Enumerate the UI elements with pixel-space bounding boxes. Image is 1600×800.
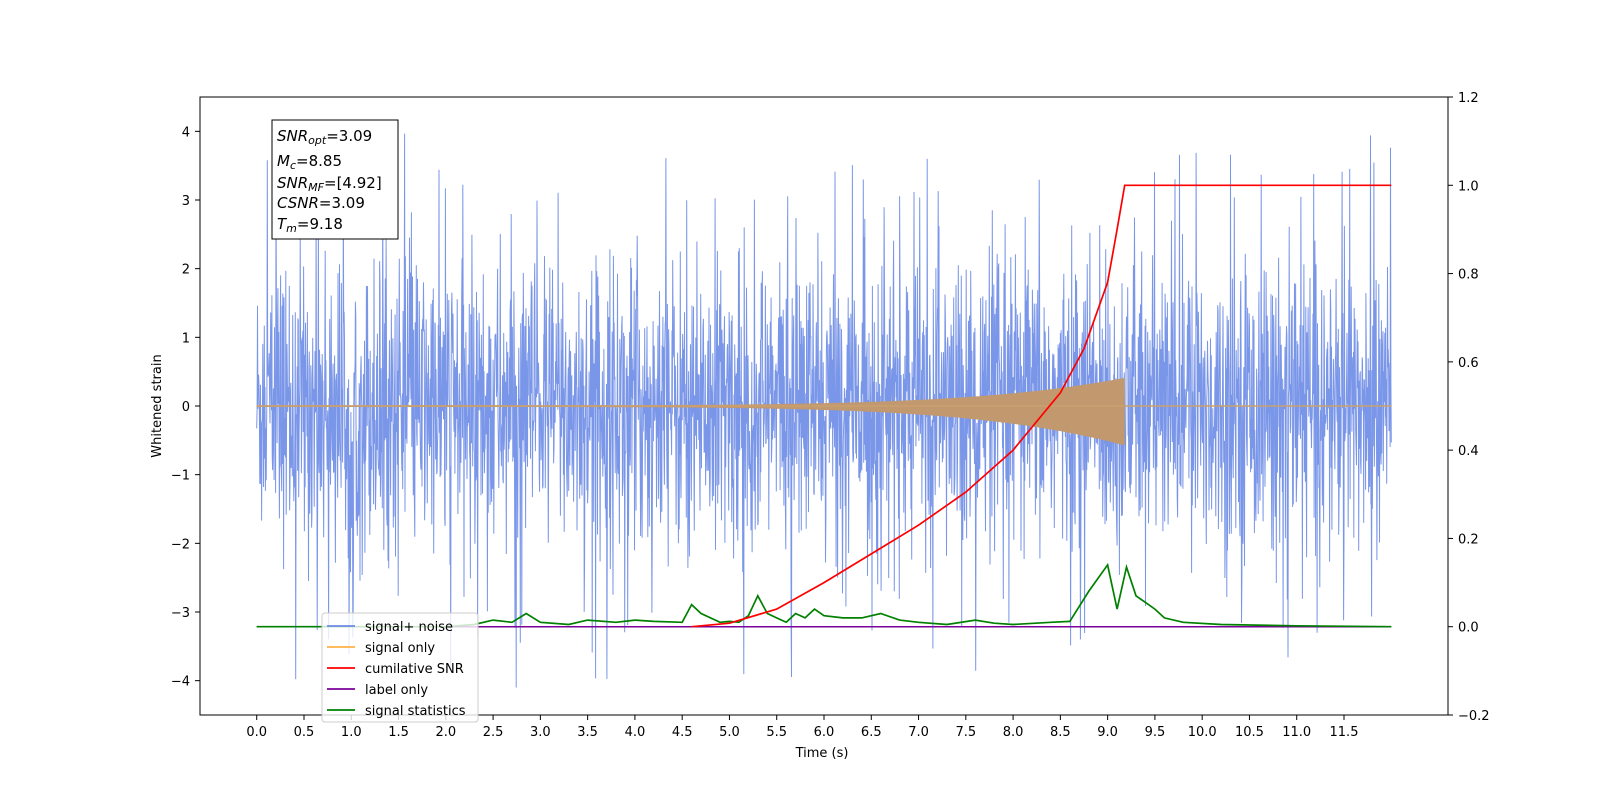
y2-tick-label: −0.2	[1458, 709, 1490, 724]
x-tick-label: 6.5	[861, 725, 882, 740]
x-tick-label: 4.5	[672, 725, 693, 740]
legend-entry: cumilative SNR	[365, 662, 464, 677]
x-tick-label: 2.5	[483, 725, 504, 740]
y2-tick-label: 0.6	[1458, 356, 1479, 371]
y-axis-label: Whitened strain	[150, 354, 165, 457]
y-tick-label: 2	[182, 263, 190, 278]
x-tick-label: 7.5	[955, 725, 976, 740]
y-axis-right: 1.2 1.0 0.8 0.6 0.4 0.2 0.0 −0.2	[1448, 91, 1490, 724]
annotation-snr-opt: SNRopt=3.09	[277, 127, 372, 147]
signal-statistics-line	[256, 562, 1392, 628]
signal-only-series	[256, 377, 1392, 446]
x-tick-label: 1.5	[388, 725, 409, 740]
x-tick-label: 8.5	[1050, 725, 1071, 740]
x-tick-label: 7.0	[908, 725, 929, 740]
cumulative-snr-series	[691, 184, 1392, 628]
x-tick-label: 8.0	[1003, 725, 1024, 740]
x-tick-label: 5.0	[719, 725, 740, 740]
signal-only-envelope	[256, 377, 1125, 446]
y2-tick-label: 0.0	[1458, 621, 1479, 636]
x-tick-label: 1.0	[341, 725, 362, 740]
x-tick-label: 6.0	[814, 725, 835, 740]
x-tick-label: 9.0	[1097, 725, 1118, 740]
x-tick-label: 2.0	[435, 725, 456, 740]
x-tick-label: 3.5	[577, 725, 598, 740]
x-tick-label: 5.5	[766, 725, 787, 740]
legend: signal+ noise signal only cumilative SNR la…	[321, 612, 479, 723]
legend-entry: signal only	[365, 641, 435, 656]
y2-tick-label: 1.0	[1458, 179, 1479, 194]
y-tick-label: 3	[182, 194, 190, 209]
y2-tick-label: 0.4	[1458, 444, 1479, 459]
annotation-mc: Mc=8.85	[277, 152, 342, 172]
x-tick-label: 11.0	[1282, 725, 1311, 740]
annotation-box: SNRopt=3.09 Mc=8.85 SNRMF=[4.92] CSNR=3.…	[271, 119, 399, 240]
legend-entry: signal statistics	[365, 704, 466, 719]
x-tick-label: 0.5	[294, 725, 315, 740]
signal-plus-noise-series	[256, 133, 1392, 688]
annotation-csnr: CSNR=3.09	[277, 194, 365, 212]
y2-tick-label: 0.8	[1458, 268, 1479, 283]
annotation-tm: Tm=9.18	[277, 215, 343, 235]
y-tick-label: −2	[171, 537, 190, 552]
x-axis-label: Time (s)	[795, 746, 849, 761]
y-tick-label: −3	[171, 606, 190, 621]
x-tick-label: 9.5	[1145, 725, 1166, 740]
y-axis-left: 4 3 2 1 0 −1 −2 −3 −4	[171, 125, 200, 690]
y2-tick-label: 1.2	[1458, 91, 1479, 106]
legend-entry: label only	[365, 683, 428, 698]
x-tick-label: 4.0	[625, 725, 646, 740]
legend-entry: signal+ noise	[365, 620, 453, 635]
x-tick-label: 10.5	[1235, 725, 1264, 740]
x-axis: 0.0 0.5 1.0 1.5 2.0 2.5 3.0 3.5 4.0 4.5 5.0 5.5 6.0 6…	[246, 715, 1358, 740]
y-tick-label: −4	[171, 675, 190, 690]
y-tick-label: −1	[171, 469, 190, 484]
y-tick-label: 1	[182, 331, 190, 346]
x-tick-label: 0.0	[246, 725, 267, 740]
x-tick-label: 11.5	[1330, 725, 1359, 740]
signal-plus-noise-line	[256, 133, 1392, 688]
signal-statistics-series	[256, 562, 1392, 628]
annotation-snr-mf: SNRMF=[4.92]	[277, 174, 382, 194]
y-tick-label: 4	[182, 125, 190, 140]
x-tick-label: 10.0	[1188, 725, 1217, 740]
y2-tick-label: 0.2	[1458, 532, 1479, 547]
y-tick-label: 0	[182, 400, 190, 415]
cumulative-snr-line	[691, 184, 1392, 628]
x-tick-label: 3.0	[530, 725, 551, 740]
